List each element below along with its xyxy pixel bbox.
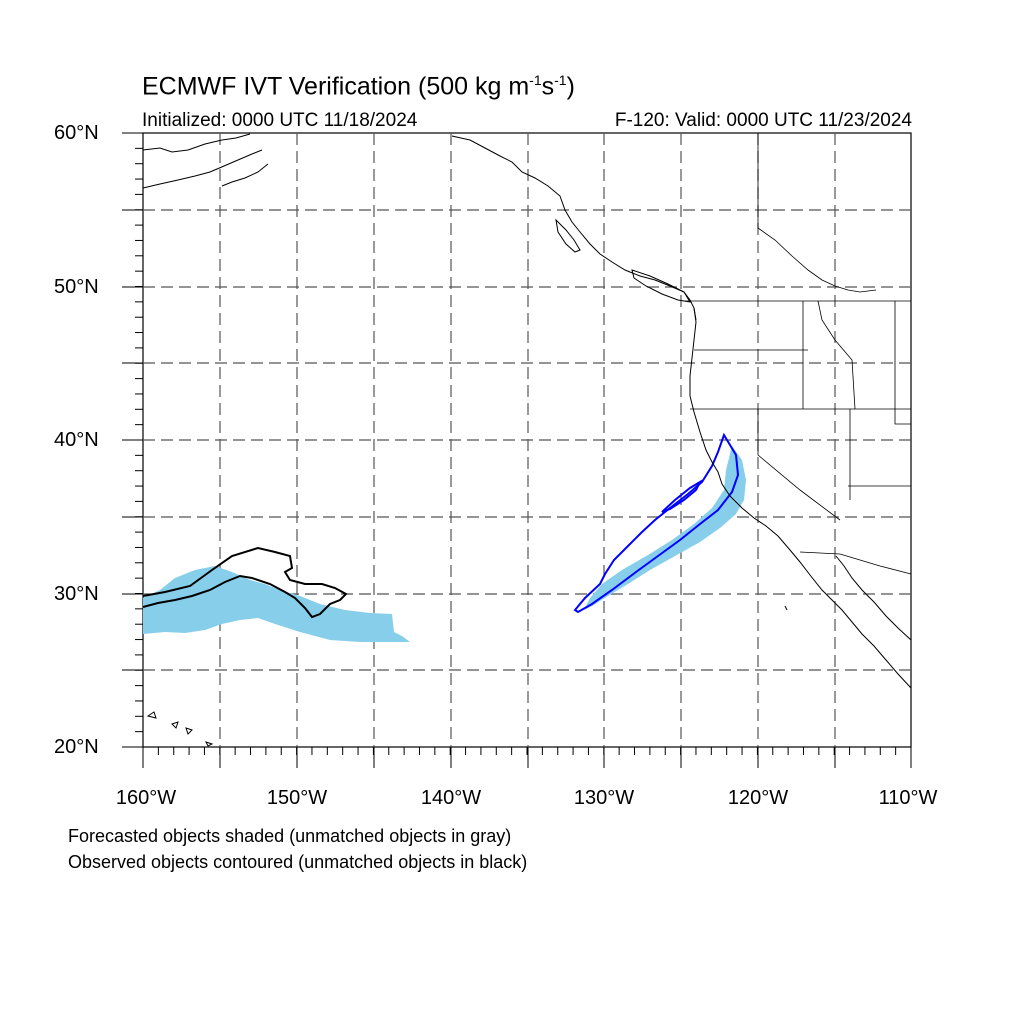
us-west-coast — [689, 307, 912, 689]
forecast-note: Forecasted objects shaded (unmatched obj… — [68, 826, 512, 846]
observed-objects — [142, 432, 740, 619]
forecast-objects — [143, 446, 746, 642]
ca-nv-border — [757, 409, 841, 521]
title-end: ) — [566, 72, 575, 101]
political-boundaries — [684, 133, 912, 575]
valid-label: F-120: Valid: 0000 UTC 11/23/2024 — [614, 110, 912, 131]
alaska-islands — [221, 163, 269, 187]
baja-gulf-coast — [835, 555, 912, 641]
title-text: ECMWF IVT Verification (500 kg m — [142, 72, 530, 101]
us-mexico-border — [799, 551, 912, 575]
coastlines — [142, 133, 912, 747]
hawaii-islands — [146, 711, 214, 747]
alaska-coast — [142, 133, 251, 153]
mt-border — [894, 301, 911, 425]
canada-provinces — [757, 133, 877, 293]
chart-title: ECMWF IVT Verification (500 kg m-1s-1) — [142, 72, 575, 101]
lat-label-40: 40°N — [54, 429, 99, 451]
guadalupe-island — [784, 605, 788, 611]
lat-label-20: 20°N — [54, 736, 99, 758]
lon-label-120w: 120°W — [727, 787, 789, 809]
title-mid: s — [541, 72, 555, 101]
graticule — [143, 133, 911, 747]
id-mt-border — [817, 300, 856, 410]
lon-label-140w: 140°W — [420, 787, 482, 809]
observed-note: Observed objects contoured (unmatched ob… — [68, 852, 528, 872]
axis-ticks — [122, 132, 912, 768]
lat-label-30: 30°N — [54, 583, 99, 605]
forecast-object-west — [143, 566, 410, 642]
title-sup-2: -1 — [554, 72, 567, 88]
lon-label-130w: 130°W — [573, 787, 635, 809]
matched-observed-inner-contour — [661, 479, 703, 513]
alaska-peninsula — [142, 149, 263, 189]
haida-gwaii — [555, 218, 581, 253]
matched-observed-contour[interactable] — [573, 432, 740, 614]
lon-label-150w: 150°W — [266, 787, 328, 809]
lat-label-50: 50°N — [54, 276, 99, 298]
bc-coast — [451, 135, 697, 321]
forecast-object-east — [584, 446, 746, 610]
unmatched-observed-contour — [142, 546, 348, 619]
lon-label-110w: 110°W — [878, 787, 938, 809]
lon-label-160w: 160°W — [115, 787, 177, 809]
title-sup-1: -1 — [529, 72, 542, 88]
minor-ticks — [135, 132, 897, 755]
lat-label-60: 60°N — [54, 122, 99, 144]
initialized-label: Initialized: 0000 UTC 11/18/2024 — [142, 110, 418, 131]
